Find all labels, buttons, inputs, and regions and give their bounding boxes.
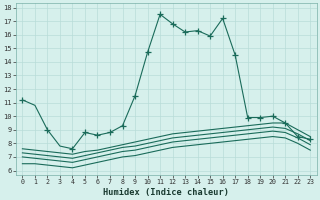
X-axis label: Humidex (Indice chaleur): Humidex (Indice chaleur): [103, 188, 229, 197]
